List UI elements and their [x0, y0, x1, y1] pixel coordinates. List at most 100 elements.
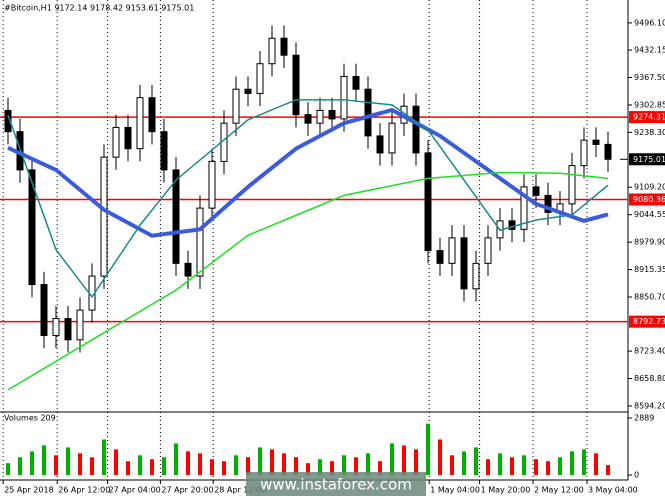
volume-bar [582, 449, 586, 475]
y-tick-label: 8658.80 [634, 374, 665, 383]
volume-bar [174, 443, 178, 475]
y-tick-label: 9238.30 [634, 128, 665, 137]
volume-bar [522, 455, 526, 475]
volume-bar [570, 451, 574, 475]
y-tick-label: 8850.70 [634, 293, 665, 302]
volume-bar [402, 445, 406, 475]
volume-bar [246, 457, 250, 475]
volume-bar [222, 461, 226, 475]
volume-bar [198, 453, 202, 475]
y-tick-label: 8723.40 [634, 347, 665, 356]
watermark: www.instaforex.com [260, 476, 412, 494]
candle-body [424, 152, 432, 252]
level-tag [629, 193, 665, 206]
x-tick-label: 26 Apr 12:00 [58, 486, 110, 495]
moving-average [7, 107, 609, 238]
moving-average [7, 99, 609, 299]
volume-bar [258, 447, 262, 475]
volume-bar [510, 457, 514, 475]
volume-tick-label: 0 [634, 471, 639, 480]
candle-body [268, 37, 276, 65]
candle-body [316, 109, 324, 124]
level-label: 9080.36 [633, 195, 665, 204]
volume-bar [270, 449, 274, 475]
volume-bar [18, 457, 22, 475]
volume-label: Volumes 209 [4, 414, 56, 423]
candle-body [460, 237, 468, 290]
candle-body [76, 309, 84, 341]
candle-body [208, 160, 216, 209]
candle-body [112, 126, 120, 158]
volume-bar [606, 465, 610, 475]
volume-bar [438, 439, 442, 475]
candle-body [4, 109, 12, 133]
x-tick-label: 2 May 12:00 [534, 486, 584, 495]
moving-average [7, 171, 609, 391]
candle-body [28, 169, 36, 286]
candle-body [196, 207, 204, 277]
volume-bar [330, 461, 334, 475]
volume-bar [546, 461, 550, 475]
y-tick-label: 9044.55 [634, 210, 665, 219]
y-tick-label: 8915.35 [634, 265, 665, 274]
y-tick-label: 9496.10 [634, 18, 665, 27]
candle-body [232, 88, 240, 124]
candle-body [160, 131, 168, 171]
candle-body [448, 237, 456, 264]
volume-bar [366, 453, 370, 475]
volume-bar [78, 453, 82, 475]
volume-bar [162, 457, 166, 475]
watermark-box [246, 472, 426, 496]
candle-body [256, 63, 264, 94]
candle-body [244, 88, 252, 94]
volume-bar [210, 459, 214, 475]
candle-body [340, 75, 348, 120]
volume-bar [282, 453, 286, 475]
candle-body [604, 143, 612, 160]
volume-bar [378, 461, 382, 475]
x-tick-label: 27 Apr 04:00 [109, 486, 161, 495]
candle-body [520, 186, 528, 230]
x-tick-label: 1 May 20:00 [481, 486, 531, 495]
volume-bar [486, 459, 490, 475]
volume-bar [30, 451, 34, 475]
y-tick-label: 9302.85 [634, 100, 665, 109]
y-tick-label: 9367.50 [634, 73, 665, 82]
volume-bar [354, 457, 358, 475]
volume-bar [414, 449, 418, 475]
x-tick-label: 28 Apr 12:00 [214, 486, 266, 495]
candle-body [376, 135, 384, 154]
candle-body [412, 105, 420, 154]
candle-body [364, 88, 372, 137]
volume-bar [126, 461, 130, 475]
candle-body [124, 126, 132, 150]
level-label: 8792.73 [633, 317, 665, 326]
candle-body [532, 186, 540, 196]
volume-bar [114, 449, 118, 475]
candle-body [292, 54, 300, 116]
volume-bar [306, 463, 310, 475]
volume-bar [102, 439, 106, 475]
volume-bar [150, 459, 154, 475]
volume-bar [294, 457, 298, 475]
volume-bar [6, 463, 10, 475]
y-tick-label: 9432.15 [634, 46, 665, 55]
candle-body [472, 262, 480, 290]
volume-bar [234, 455, 238, 475]
y-tick-label: 8979.90 [634, 238, 665, 247]
volume-bar [498, 453, 502, 475]
candle-body [304, 114, 312, 124]
candle-body [388, 122, 396, 154]
volume-bar [90, 457, 94, 475]
level-label: 9274.31 [633, 113, 665, 122]
level-tag [629, 111, 665, 124]
volume-bar [534, 459, 538, 475]
candle-body [40, 284, 48, 337]
volume-bar [186, 451, 190, 475]
volume-bar [426, 423, 430, 475]
candle-body [580, 139, 588, 167]
x-tick-label: 27 Apr 20:00 [161, 486, 213, 495]
volume-bar [390, 443, 394, 475]
candle-body [64, 318, 72, 341]
